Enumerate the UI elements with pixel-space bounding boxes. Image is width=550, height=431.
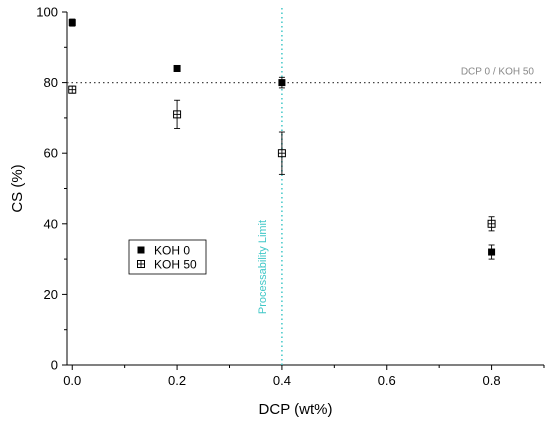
y-axis-label: CS (%) xyxy=(9,164,26,212)
marker-filled-square xyxy=(278,79,286,87)
y-tick-label: 0 xyxy=(51,358,58,373)
legend-box xyxy=(128,239,207,275)
horizontal-reference-label: DCP 0 / KOH 50 xyxy=(461,67,535,78)
x-tick-label: 0.6 xyxy=(378,373,396,388)
data-point xyxy=(278,76,286,89)
data-point xyxy=(173,64,181,72)
marker-filled-square xyxy=(137,246,145,254)
data-points xyxy=(68,18,496,260)
y-tick-label: 100 xyxy=(36,5,58,20)
y-tick-label: 40 xyxy=(44,216,58,231)
data-point xyxy=(487,216,496,232)
marker-filled-square xyxy=(488,248,496,256)
x-tick-label: 0.4 xyxy=(273,373,291,388)
vertical-reference-label: Processability Limit xyxy=(257,220,269,314)
y-tick-label: 80 xyxy=(44,75,58,90)
data-point xyxy=(68,85,77,94)
legend-label: KOH 50 xyxy=(154,258,197,272)
marker-filled-square xyxy=(68,19,76,27)
legend-label: KOH 0 xyxy=(154,244,190,258)
x-tick-label: 0.0 xyxy=(63,373,81,388)
x-tick-label: 0.8 xyxy=(483,373,501,388)
y-tick-label: 20 xyxy=(44,287,58,302)
data-point xyxy=(488,244,496,260)
data-point xyxy=(68,18,76,27)
x-tick-label: 0.2 xyxy=(168,373,186,388)
data-point xyxy=(173,99,182,129)
marker-filled-square xyxy=(173,64,181,72)
reference-lines: DCP 0 / KOH 50 Processability Limit xyxy=(67,8,544,365)
x-axis-label: DCP (wt%) xyxy=(259,401,333,418)
axes: 0.0 0.2 0.4 0.6 0.8 0 20 40 60 80 100 DCP (wt%) CS (… xyxy=(9,5,545,418)
data-point xyxy=(277,131,286,175)
y-tick-label: 60 xyxy=(44,146,58,161)
